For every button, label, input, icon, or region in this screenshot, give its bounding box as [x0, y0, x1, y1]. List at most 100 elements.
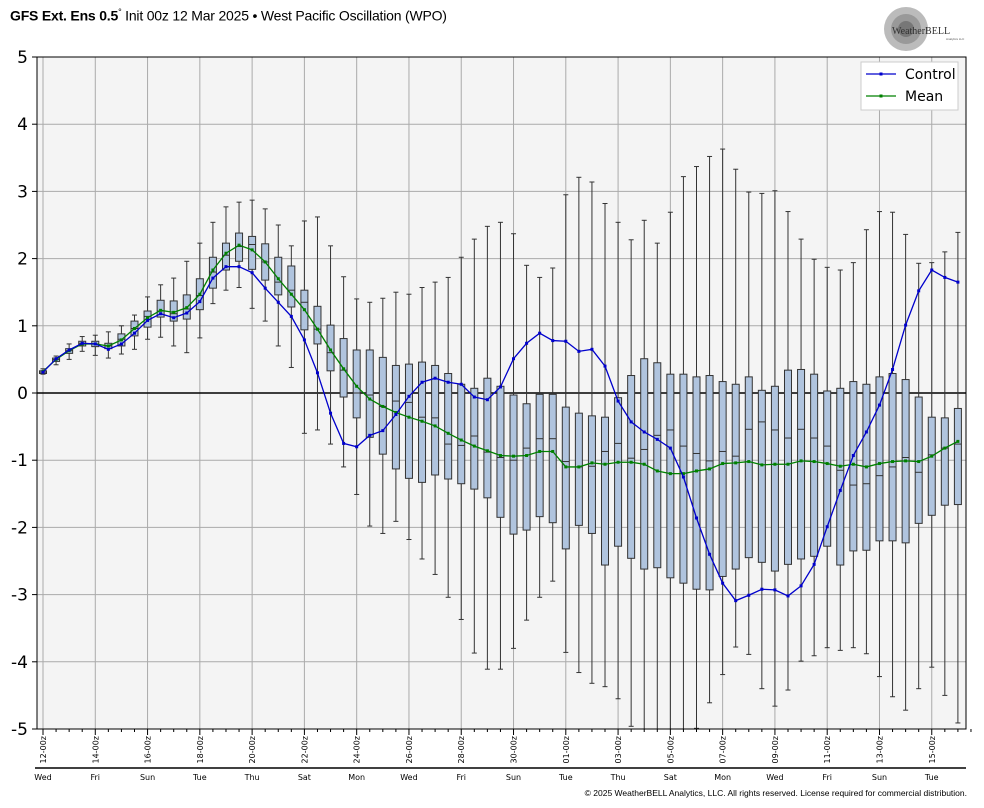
- y-tick-label: -1: [11, 451, 28, 471]
- day-label: Fri: [91, 773, 101, 782]
- mean-point: [329, 348, 333, 352]
- box-iqr: [522, 403, 531, 531]
- control-point: [760, 587, 764, 591]
- box-iqr: [927, 416, 936, 516]
- mean-point: [603, 462, 607, 466]
- legend-box: [860, 61, 959, 111]
- control-point: [877, 403, 881, 407]
- control-point: [891, 367, 895, 371]
- day-label: Thu: [244, 773, 260, 782]
- logo-subtext: Analytics LLC: [946, 37, 965, 41]
- ensemble-box: [287, 245, 296, 368]
- control-point: [786, 594, 790, 598]
- y-tick-label: 4: [17, 115, 28, 135]
- mean-point: [877, 462, 881, 466]
- box-iqr: [156, 299, 165, 318]
- mean-point: [498, 453, 502, 457]
- control-point: [864, 430, 868, 434]
- control-point: [172, 316, 176, 320]
- box-iqr: [783, 369, 792, 565]
- control-point: [616, 399, 620, 403]
- control-point: [498, 385, 502, 389]
- box-iqr: [444, 373, 453, 480]
- box-iqr: [744, 376, 753, 559]
- ensemble-box: [718, 148, 727, 676]
- mean-point: [747, 460, 751, 464]
- ensemble-box: [940, 251, 949, 696]
- control-point: [41, 370, 45, 374]
- control-point: [734, 599, 738, 603]
- day-label: Sat: [298, 773, 311, 782]
- ensemble-box: [627, 239, 636, 727]
- mean-point: [825, 462, 829, 466]
- box-iqr: [875, 376, 884, 542]
- control-point: [642, 430, 646, 434]
- mean-point: [172, 310, 176, 314]
- ensemble-box: [352, 298, 361, 495]
- control-point: [407, 394, 411, 398]
- legend: Control Mean: [860, 61, 959, 111]
- box-iqr: [483, 377, 492, 499]
- control-point: [603, 364, 607, 368]
- box-iqr: [365, 349, 374, 438]
- control-point: [276, 300, 280, 304]
- ensemble-box: [548, 267, 557, 582]
- mean-point: [185, 306, 189, 310]
- control-point: [472, 395, 476, 399]
- control-point: [302, 338, 306, 342]
- control-point: [263, 286, 267, 290]
- box-iqr: [849, 381, 858, 552]
- ensemble-box: [444, 276, 453, 598]
- mean-point: [943, 446, 947, 450]
- control-point: [420, 380, 424, 384]
- legend-control-marker: [879, 72, 883, 76]
- ensemble-box: [614, 221, 623, 700]
- control-point: [159, 312, 163, 316]
- ensemble-box: [888, 211, 897, 698]
- box-iqr: [627, 375, 636, 559]
- y-tick-label: 0: [17, 384, 28, 404]
- control-point: [237, 265, 241, 269]
- x-tick-label: 22-00z: [300, 736, 309, 763]
- mean-point: [838, 464, 842, 468]
- mean-point: [760, 463, 764, 467]
- ensemble-box: [208, 221, 217, 305]
- mean-point: [891, 460, 895, 464]
- control-point: [119, 342, 123, 346]
- title-degree: °: [118, 7, 122, 17]
- box-iqr: [718, 381, 727, 577]
- day-label: Fri: [456, 773, 466, 782]
- box-iqr: [457, 383, 466, 485]
- box-iqr: [666, 373, 675, 579]
- box-iqr: [404, 363, 413, 479]
- y-tick-label: 2: [17, 250, 28, 270]
- legend-mean-label: Mean: [905, 89, 943, 105]
- box-iqr: [587, 415, 596, 534]
- x-tick-label: 03-00z: [614, 736, 623, 763]
- ensemble-box: [731, 168, 740, 648]
- mean-point: [368, 397, 372, 401]
- day-label: Wed: [34, 773, 51, 782]
- mean-point: [851, 462, 855, 466]
- title-model: GFS Ext. Ens 0.5: [10, 7, 119, 24]
- ensemble-box: [783, 211, 792, 691]
- control-point: [394, 413, 398, 417]
- y-tick-label: 5: [17, 48, 28, 68]
- ensemble-box: [483, 225, 492, 670]
- mean-point: [132, 326, 136, 330]
- box-iqr: [561, 406, 570, 550]
- ensemble-box: [431, 281, 440, 575]
- control-point: [224, 265, 228, 269]
- day-label: Mon: [714, 773, 731, 782]
- control-point: [54, 357, 58, 361]
- control-point: [904, 323, 908, 327]
- mean-point: [211, 268, 215, 272]
- control-point: [315, 371, 319, 375]
- weatherbell-logo: WeatherBELL Analytics LLC: [884, 7, 965, 51]
- mean-point: [773, 462, 777, 466]
- y-tick-label: -5: [11, 720, 28, 740]
- x-tick-label: 07-00z: [719, 736, 728, 763]
- mean-point: [708, 467, 712, 471]
- ensemble-box: [836, 269, 845, 651]
- control-point: [956, 280, 960, 284]
